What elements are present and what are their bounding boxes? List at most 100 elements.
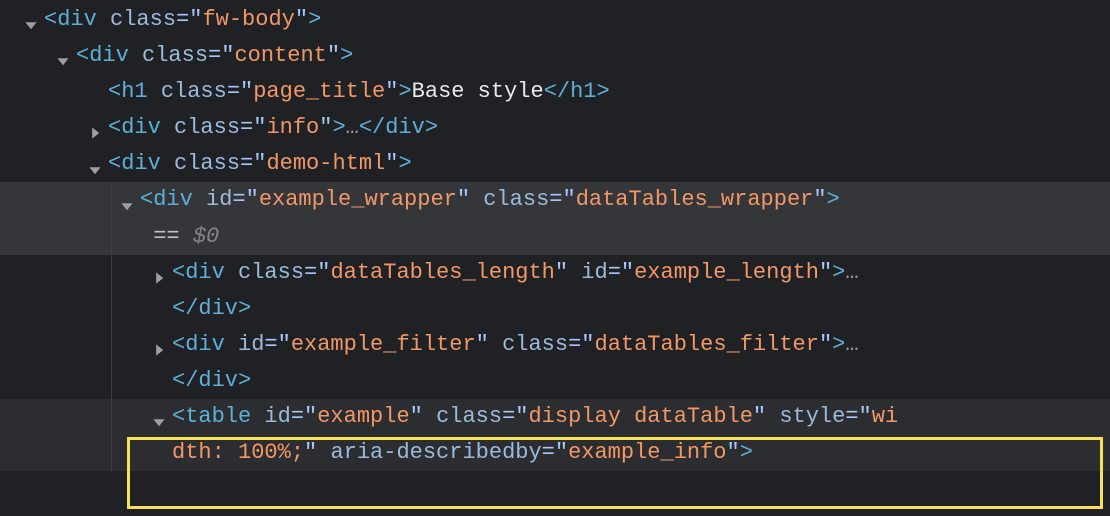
attribute-value: example_info [568,440,726,465]
angle-bracket: < [140,187,153,212]
punctuation: = [845,404,858,429]
punctuation: " [295,7,308,32]
angle-bracket: < [44,7,57,32]
dom-tree-row[interactable]: dth: 100%;" aria-describedby="example_in… [0,435,1110,471]
whitespace [251,404,264,429]
angle-bracket: > [308,7,321,32]
punctuation: = [240,115,253,140]
collapsed-ellipsis: … [845,332,858,357]
dom-tree-row[interactable]: <div id="example_wrapper" class="dataTab… [0,182,1110,218]
angle-bracket: </ [172,368,198,393]
dom-tree-row[interactable]: <h1 class="page_title">Base style</h1> [0,74,1110,110]
dom-tree-row[interactable]: <div class="dataTables_length" id="examp… [0,255,1110,291]
tag-name: div [185,260,225,285]
punctuation: " [327,43,340,68]
angle-bracket: > [340,43,353,68]
whitespace [317,440,330,465]
attribute-value: example [317,404,409,429]
punctuation: " [304,440,317,465]
punctuation: " [317,260,330,285]
angle-bracket: < [172,404,185,429]
angle-bracket: < [108,79,121,104]
punctuation: " [581,332,594,357]
expand-arrow-down-icon[interactable] [24,10,38,24]
tag-name: div [153,187,193,212]
expand-arrow-right-icon[interactable] [152,263,166,277]
angle-bracket: > [398,79,411,104]
dom-tree-row[interactable]: <table id="example" class="display dataT… [0,399,1110,435]
punctuation: " [410,404,423,429]
punctuation: " [385,79,398,104]
punctuation: = [227,79,240,104]
whitespace [129,43,142,68]
collapsed-ellipsis: … [845,260,858,285]
whitespace [97,7,110,32]
tag-name: div [198,368,238,393]
punctuation: " [221,43,234,68]
attribute-value: example_filter [291,332,476,357]
expand-arrow-right-icon[interactable] [88,118,102,132]
punctuation: " [515,404,528,429]
attribute-name: id [206,187,232,212]
punctuation: = [232,187,245,212]
whitespace [568,260,581,285]
dom-tree-row[interactable]: </div> [0,363,1110,399]
expand-arrow-right-icon[interactable] [152,335,166,349]
whitespace [225,332,238,357]
expand-arrow-down-icon[interactable] [88,155,102,169]
tag-name: div [121,151,161,176]
dom-tree-row[interactable]: <div id="example_filter" class="dataTabl… [0,327,1110,363]
angle-bracket: < [76,43,89,68]
attribute-name: class [174,115,240,140]
punctuation: " [319,115,332,140]
attribute-value: fw-body [202,7,294,32]
angle-bracket: < [172,332,185,357]
dom-tree-row[interactable]: <div class="content"> [0,38,1110,74]
punctuation: = [568,332,581,357]
attribute-name: class [110,7,176,32]
tag-name: div [185,332,225,357]
punctuation: " [189,7,202,32]
whitespace [161,151,174,176]
whitespace [225,260,238,285]
punctuation: " [304,404,317,429]
dom-tree-row[interactable]: <div class="info">…</div> [0,110,1110,146]
tree-gutter [0,327,112,363]
punctuation: " [457,187,470,212]
punctuation: " [253,115,266,140]
angle-bracket: > [398,151,411,176]
dom-tree-row[interactable]: == $0 [0,219,1110,255]
attribute-name: class [483,187,549,212]
expand-arrow-down-icon[interactable] [56,46,70,60]
expand-arrow-down-icon[interactable] [152,407,166,421]
punctuation: = [291,404,304,429]
dom-tree-row[interactable]: <div class="demo-html"> [0,146,1110,182]
angle-bracket: </ [544,79,570,104]
punctuation: " [278,332,291,357]
angle-bracket: </ [359,115,385,140]
tree-gutter [0,219,112,255]
punctuation: = [542,440,555,465]
whitespace [489,332,502,357]
punctuation: " [385,151,398,176]
angle-bracket: > [238,296,251,321]
attribute-name: aria-describedby [330,440,541,465]
dom-tree-row[interactable]: <div class="fw-body"> [0,2,1110,38]
attribute-value: dth: 100%; [172,440,304,465]
angle-bracket: > [832,332,845,357]
attribute-name: class [502,332,568,357]
punctuation: " [555,260,568,285]
tree-gutter [0,255,112,291]
tag-name: h1 [570,79,596,104]
text-node: Base style [412,79,544,104]
angle-bracket: > [827,187,840,212]
attribute-value: dataTables_wrapper [576,187,814,212]
expand-arrow-down-icon[interactable] [120,191,134,205]
whitespace [193,187,206,212]
punctuation: " [253,151,266,176]
tree-gutter [0,291,112,327]
punctuation: = [208,43,221,68]
punctuation: = [264,332,277,357]
dom-tree-row[interactable]: </div> [0,291,1110,327]
equals-marker: == [140,224,193,249]
